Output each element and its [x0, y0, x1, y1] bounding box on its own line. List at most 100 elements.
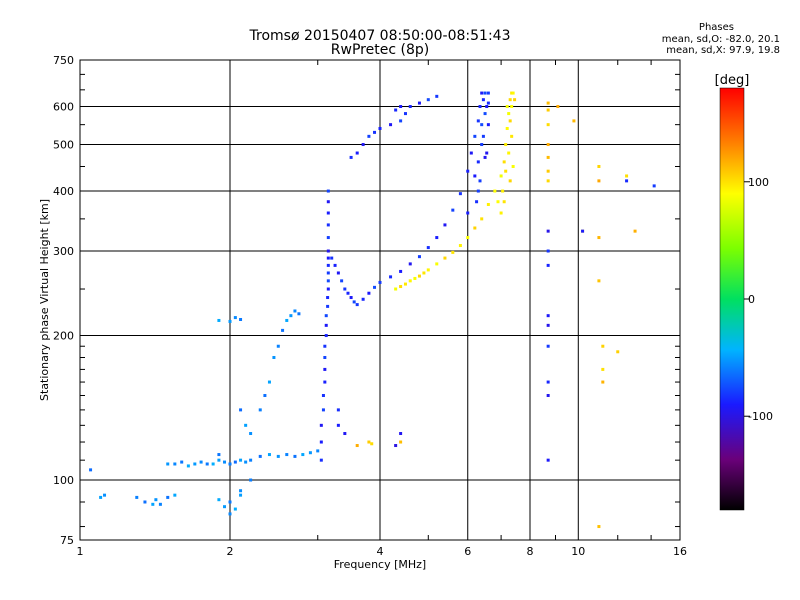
colorbar-ticks: -100 0 100 [744, 176, 773, 423]
data-point [228, 500, 232, 504]
data-point [501, 189, 505, 193]
data-point [293, 309, 297, 313]
data-point [435, 236, 439, 240]
data-point [373, 285, 377, 289]
data-point [244, 460, 248, 464]
data-point [249, 432, 253, 436]
data-point [258, 454, 262, 458]
phase-stats-heading: Phases [698, 22, 734, 33]
data-point [458, 192, 462, 196]
data-point [466, 169, 470, 173]
data-point [546, 263, 550, 267]
x-axis-label: Frequency [MHz] [334, 558, 426, 571]
data-point [349, 296, 353, 300]
data-point [352, 300, 356, 304]
data-point [103, 493, 107, 497]
y-axis-label: Stationary phase Virtual Height [km] [38, 199, 51, 401]
x-tick-label: 16 [673, 545, 687, 558]
data-point [378, 280, 382, 284]
data-point [285, 453, 289, 457]
data-point [399, 105, 403, 109]
data-point [473, 226, 477, 230]
data-point [486, 202, 490, 206]
data-point [403, 112, 407, 116]
data-point [426, 98, 430, 102]
data-point [228, 462, 232, 466]
data-point [499, 211, 503, 215]
data-point [326, 263, 330, 267]
data-point [478, 179, 482, 183]
data-point [510, 105, 514, 109]
data-point [504, 169, 508, 173]
x-tick-label: 10 [571, 545, 585, 558]
data-point [417, 274, 421, 278]
data-point [316, 449, 320, 453]
data-point [293, 454, 297, 458]
data-point [285, 318, 289, 322]
chart-title-line2: RwPretec (8p) [330, 42, 430, 58]
data-point [258, 408, 262, 412]
data-point [394, 444, 398, 448]
data-point [546, 179, 550, 183]
data-point [211, 462, 215, 466]
data-point [367, 291, 371, 295]
data-point [601, 367, 605, 371]
data-point [476, 189, 480, 193]
data-point [499, 174, 503, 178]
data-point [625, 174, 629, 178]
data-point [480, 91, 484, 95]
x-tick-label: 8 [527, 545, 534, 558]
data-point [443, 223, 447, 227]
data-point [233, 316, 237, 320]
data-point [476, 119, 480, 123]
data-point [466, 236, 470, 240]
data-point [652, 184, 656, 188]
axes: 1 2 4 6 8 10 16 75 100 200 300 400 500 600 750 [53, 54, 687, 558]
data-point [333, 263, 337, 267]
data-point [367, 440, 371, 444]
y-tick-label: 400 [53, 185, 74, 198]
data-point [244, 423, 248, 427]
data-point [217, 453, 221, 457]
data-point [319, 440, 323, 444]
data-point [349, 155, 353, 159]
colorbar-tick-label: 0 [748, 293, 755, 306]
data-point [361, 297, 365, 301]
data-point [326, 211, 330, 215]
data-point [193, 462, 197, 466]
data-point [297, 312, 301, 316]
data-point [239, 489, 243, 493]
data-point [458, 244, 462, 248]
data-point [408, 279, 412, 283]
data-point [289, 314, 293, 318]
data-point [228, 319, 232, 323]
data-point [326, 271, 330, 275]
data-point [399, 119, 403, 123]
data-point [546, 169, 550, 173]
x-tick-label: 4 [377, 545, 384, 558]
data-point [151, 502, 155, 506]
chart-title-line1: Tromsø 20150407 08:50:00-08:51:43 [249, 28, 511, 44]
data-point [135, 495, 139, 499]
data-point [546, 249, 550, 253]
data-point [546, 314, 550, 318]
data-point [239, 317, 243, 321]
data-point [323, 344, 327, 348]
data-point [166, 462, 170, 466]
data-point [510, 134, 514, 138]
data-point [480, 217, 484, 221]
data-point [556, 105, 560, 109]
y-tick-label: 75 [60, 534, 74, 547]
data-point [480, 143, 484, 147]
data-point [324, 323, 328, 327]
data-point [321, 394, 325, 398]
data-point [346, 291, 350, 295]
data-point [476, 160, 480, 164]
data-point [508, 179, 512, 183]
data-point [355, 303, 359, 307]
data-point [239, 408, 243, 412]
data-point [486, 101, 490, 105]
data-point [326, 287, 330, 291]
data-point [481, 134, 485, 138]
data-point [546, 458, 550, 462]
